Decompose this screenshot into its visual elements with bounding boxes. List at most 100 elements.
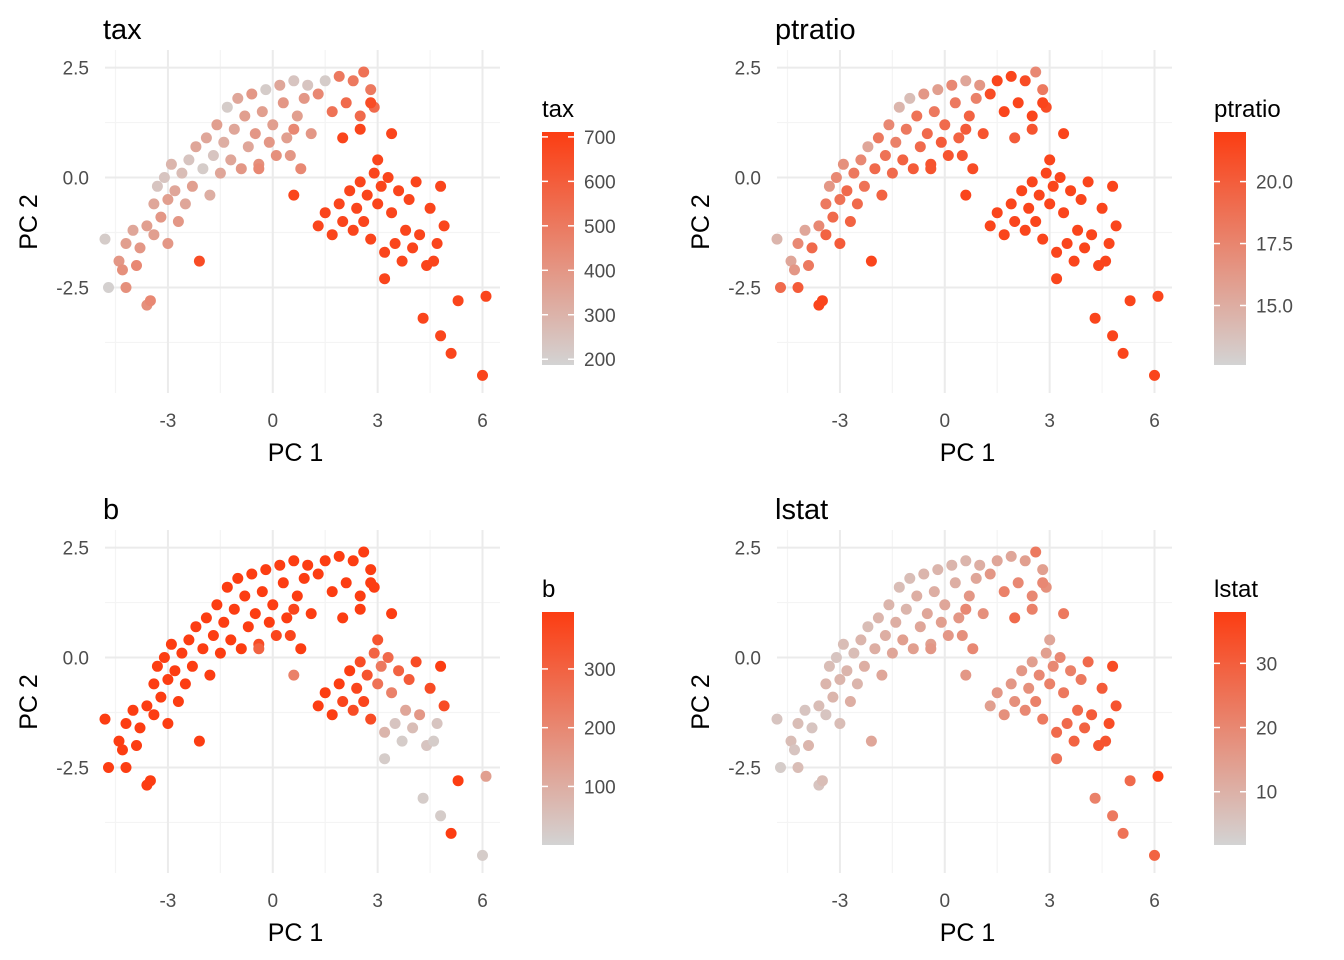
- scatter-point: [302, 79, 314, 91]
- scatter-point: [393, 185, 405, 197]
- scatter-point: [162, 674, 174, 685]
- scatter-point: [1079, 722, 1091, 734]
- scatter-point: [1019, 224, 1031, 236]
- scatter-point: [1058, 207, 1070, 219]
- scatter-point: [407, 722, 419, 734]
- scatter-point: [823, 180, 835, 192]
- scatter-point: [1082, 656, 1094, 668]
- scatter-point: [263, 616, 275, 628]
- scatter-point: [435, 660, 447, 672]
- scatter-point: [435, 330, 447, 342]
- scatter-point: [904, 572, 916, 584]
- scatter-point: [935, 136, 947, 148]
- scatter-point: [932, 564, 944, 576]
- scatter-point: [99, 233, 111, 245]
- scatter-point: [967, 163, 979, 175]
- y-axis-title: PC 2: [687, 674, 715, 730]
- scatter-point: [232, 572, 244, 584]
- scatter-point: [1047, 180, 1059, 192]
- scatter-point: [911, 590, 923, 602]
- scatter-point: [1096, 682, 1108, 694]
- scatter-point: [151, 180, 163, 192]
- scatter-point: [340, 577, 352, 589]
- scatter-point: [382, 172, 394, 183]
- scatter-point: [907, 643, 919, 655]
- x-axis-title: PC 1: [268, 439, 324, 467]
- scatter-point: [1033, 669, 1045, 681]
- scatter-point: [410, 656, 422, 668]
- x-tick-label: 0: [267, 411, 278, 432]
- colorbar: [542, 612, 574, 845]
- scatter-point: [333, 198, 345, 210]
- scatter-point: [803, 260, 814, 271]
- x-tick-label: 3: [372, 411, 383, 432]
- scatter-point: [1051, 726, 1063, 738]
- scatter-point: [998, 586, 1010, 598]
- scatter-point: [379, 246, 391, 258]
- scatter-point: [848, 647, 860, 659]
- scatter-point: [816, 775, 828, 787]
- scatter-point: [984, 88, 996, 100]
- scatter-point: [844, 216, 856, 227]
- scatter-point: [228, 603, 240, 615]
- scatter-point: [435, 180, 447, 192]
- scatter-point: [963, 590, 975, 602]
- scatter-point: [869, 643, 881, 655]
- scatter-point: [851, 198, 863, 210]
- scatter-point: [354, 110, 366, 122]
- scatter-point: [141, 700, 153, 712]
- scatter-point: [333, 550, 345, 562]
- scatter-point: [218, 616, 230, 628]
- x-axis-title: PC 1: [940, 439, 996, 467]
- panel-tax: -3 0 3 6 2.5 0.0 -2.5 tax PC 1 PC 2 tax 200 300 400 50…: [15, 14, 616, 467]
- scatter-point: [1054, 652, 1066, 663]
- scatter-point: [886, 647, 898, 659]
- scatter-point: [855, 154, 867, 166]
- scatter-point: [176, 647, 188, 659]
- scatter-point: [953, 612, 965, 624]
- x-tick-label: -3: [831, 891, 848, 912]
- scatter-point: [977, 608, 989, 620]
- scatter-point: [1009, 216, 1021, 227]
- scatter-point: [186, 660, 198, 672]
- scatter-point: [372, 678, 384, 690]
- scatter-point: [998, 106, 1010, 118]
- scatter-point: [218, 136, 230, 148]
- scatter-point: [1096, 202, 1108, 214]
- legend-tick-label: 20.0: [1256, 173, 1293, 194]
- scatter-point: [277, 97, 289, 109]
- scatter-point: [1030, 66, 1042, 78]
- scatter-point: [260, 564, 272, 576]
- scatter-point: [792, 282, 804, 293]
- scatter-point: [148, 678, 160, 690]
- scatter-point: [347, 555, 359, 567]
- scatter-point: [816, 295, 828, 307]
- scatter-point: [1040, 167, 1052, 179]
- scatter-point: [1044, 634, 1056, 646]
- scatter-point: [232, 92, 244, 104]
- scatter-point: [239, 110, 251, 122]
- scatter-point: [883, 119, 895, 131]
- scatter-point: [1047, 660, 1059, 672]
- scatter-point: [452, 775, 464, 787]
- legend-tick-label: 30: [1256, 654, 1277, 675]
- scatter-point: [963, 110, 975, 122]
- legend-tick-label: 200: [584, 350, 616, 371]
- y-axis-title: PC 2: [15, 194, 43, 250]
- scatter-point: [834, 674, 846, 685]
- scatter-point: [1082, 176, 1094, 188]
- scatter-point: [1089, 792, 1101, 804]
- scatter-point: [928, 586, 940, 598]
- y-tick-label: -2.5: [56, 278, 89, 299]
- scatter-point: [365, 233, 377, 245]
- scatter-point: [417, 312, 429, 324]
- scatter-point: [799, 224, 811, 236]
- scatter-point: [165, 158, 177, 170]
- scatter-point: [890, 616, 902, 628]
- scatter-point: [1117, 827, 1129, 839]
- scatter-point: [326, 106, 338, 118]
- grid: [777, 530, 1172, 873]
- scatter-point: [148, 229, 160, 241]
- scatter-point: [872, 132, 884, 144]
- y-axis-title: PC 2: [687, 194, 715, 250]
